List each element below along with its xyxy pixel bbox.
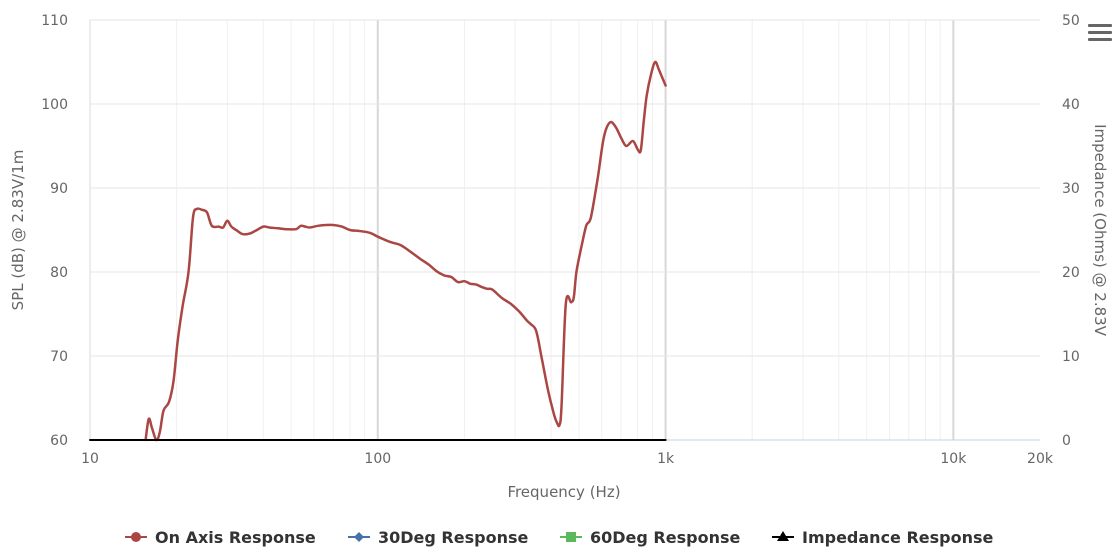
on-axis-response-line [144,60,667,442]
y2-axis-title: Impedance (Ohms) @ 2.83V [1091,124,1109,337]
legend-item-30deg-response[interactable]: 30Deg Response [348,528,528,547]
y-tick-label: 100 [41,97,68,113]
y2-tick-label: 50 [1062,13,1080,29]
y2-tick-label: 30 [1062,181,1080,197]
x-axis-title: Frequency (Hz) [507,483,620,501]
legend-square-marker [566,532,576,542]
legend-label: Impedance Response [802,528,994,547]
legend[interactable]: On Axis Response 30Deg Response 60Deg Resp… [125,528,994,547]
x-tick-label: 20k [1027,451,1054,467]
y-tick-label: 90 [50,181,68,197]
legend-diamond-marker [354,532,364,542]
x-tick-label: 10k [940,451,967,467]
series-group [89,60,667,442]
x-tick-label: 10 [81,451,99,467]
legend-triangle-marker [777,531,789,541]
y2-tick-label: 10 [1062,349,1080,365]
legend-item-on-axis-response[interactable]: On Axis Response [125,528,316,547]
legend-item-60deg-response[interactable]: 60Deg Response [560,528,740,547]
legend-label: On Axis Response [155,528,316,547]
legend-item-impedance-response[interactable]: Impedance Response [772,528,994,547]
tick-labels: 10 100 1k 10k 20k 60 70 80 90 100 110 0 10 20 30 40 50 [41,13,1080,467]
x-tick-label: 1k [657,451,675,467]
y-tick-label: 80 [50,265,68,281]
y-tick-label: 110 [41,13,68,29]
minor-gridlines [176,20,941,440]
legend-label: 60Deg Response [590,528,740,547]
y-axis-title: SPL (dB) @ 2.83V/1m [9,150,27,311]
y-tick-label: 70 [50,349,68,365]
y2-tick-label: 40 [1062,97,1080,113]
y2-tick-label: 20 [1062,265,1080,281]
x-tick-label: 100 [364,451,391,467]
y2-tick-label: 0 [1062,433,1071,449]
hamburger-menu-icon[interactable] [1088,24,1112,48]
y-tick-label: 60 [50,433,68,449]
legend-label: 30Deg Response [378,528,528,547]
major-gridlines [89,19,1040,441]
legend-circle-marker [131,532,141,542]
